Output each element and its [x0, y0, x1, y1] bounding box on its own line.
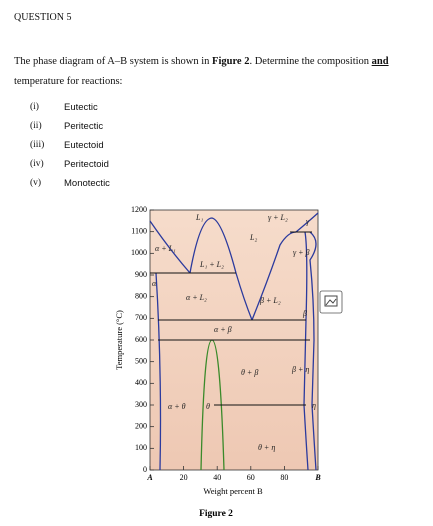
- intro-underlined: and: [371, 56, 389, 67]
- region-labels: L₁ γ + L₂ γ α + L₁ L₂ γ + β L₁ + L₂ α α …: [152, 213, 316, 452]
- list-item: Eutectic: [64, 102, 98, 113]
- list-number: (iv): [30, 159, 44, 169]
- y-tick-label: 200: [135, 421, 147, 430]
- region-label: θ + β: [241, 368, 258, 377]
- intro-line-2: temperature for reactions:: [14, 76, 123, 87]
- region-label: θ + η: [258, 443, 275, 452]
- x-tick-label: 80: [280, 473, 288, 482]
- y-tick-label: 100: [135, 443, 147, 452]
- y-tick-label: 0: [143, 465, 147, 474]
- y-tick-label: 900: [135, 270, 147, 279]
- intro-text: . Determine the composition: [249, 56, 372, 67]
- y-tick-label: 400: [135, 378, 147, 387]
- x-tick-label: 40: [213, 473, 221, 482]
- y-axis-label: Temperature (°C): [114, 310, 124, 370]
- phase-boundaries: [149, 212, 319, 471]
- y-tick-label: 700: [135, 313, 147, 322]
- region-label: γ + L₂: [268, 213, 288, 222]
- list-item: Eutectoid: [64, 140, 104, 151]
- region-label: L₁ + L₂: [199, 260, 224, 269]
- y-tick-label: 500: [135, 356, 147, 365]
- list-number: (v): [30, 178, 42, 188]
- intro-line-1: The phase diagram of A–B system is shown…: [14, 56, 389, 67]
- region-label: θ: [206, 402, 210, 411]
- y-tick-label: 1100: [131, 226, 147, 235]
- region-label: β: [302, 309, 307, 318]
- region-label: β + L₂: [259, 296, 281, 305]
- region-label: β + η: [291, 365, 309, 374]
- x-tick-label: 60: [247, 473, 255, 482]
- region-label: L₂: [249, 233, 257, 242]
- region-label: α + θ: [168, 402, 186, 411]
- figure-caption: Figure 2: [199, 509, 233, 519]
- region-label: α + L₁: [155, 244, 176, 253]
- region-label: α + L₂: [186, 293, 207, 302]
- region-label: α: [152, 279, 157, 288]
- x-tick-label: B: [314, 473, 321, 482]
- region-label: α + β: [214, 325, 232, 334]
- y-tick-label: 1200: [131, 205, 147, 214]
- y-tick-label: 800: [135, 291, 147, 300]
- list-item: Monotectic: [64, 178, 110, 189]
- region-label: γ: [306, 217, 310, 226]
- region-label: η: [312, 401, 316, 410]
- question-title: QUESTION 5: [14, 12, 72, 23]
- region-label: L₁: [195, 213, 203, 222]
- y-tick-label: 600: [135, 335, 147, 344]
- intro-text: The phase diagram of A–B system is shown…: [14, 56, 213, 67]
- image-icon[interactable]: [319, 290, 343, 314]
- list-item: Peritectic: [64, 121, 104, 132]
- list-number: (ii): [30, 121, 42, 131]
- list-number: (i): [30, 102, 39, 112]
- y-tick-label: 1000: [131, 248, 147, 257]
- list-item: Peritectoid: [64, 159, 109, 170]
- x-tick-label: 20: [180, 473, 188, 482]
- list-number: (iii): [30, 140, 45, 150]
- figure-ref: Figure 2: [212, 56, 250, 67]
- y-tick-label: 300: [135, 400, 147, 409]
- x-axis-label: Weight percent B: [203, 486, 263, 496]
- x-tick-label: A: [146, 473, 153, 482]
- region-label: γ + β: [293, 248, 310, 257]
